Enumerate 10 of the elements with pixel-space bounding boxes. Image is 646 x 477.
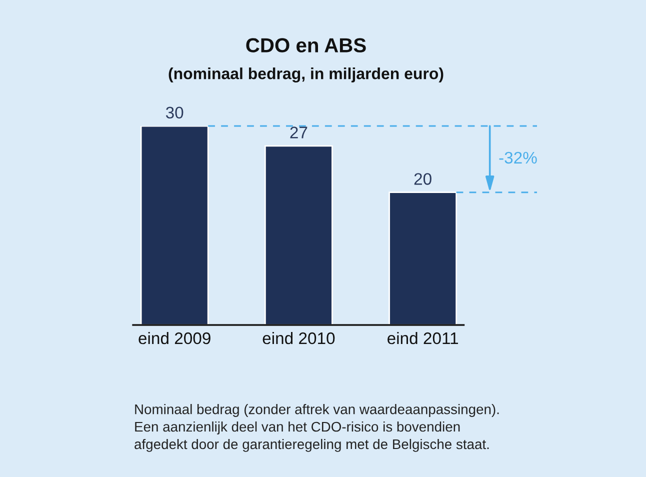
annotation: -32% <box>499 152 537 164</box>
x-tick-label: eind 2009 <box>138 332 210 344</box>
x-tick-label: eind 2011 <box>388 332 458 344</box>
chart-subtitle: (nominaal bedrag, in miljarden euro) <box>168 68 444 82</box>
x-tick-label: eind 2010 <box>262 332 335 344</box>
data-label: 30 <box>166 106 184 119</box>
text: Nominaal bedrag (zonder aftrek van waardeaanpassingen). Een aanzienlijk deel van het CDO-risico is bovendien afgedekt door de garantieregeling met de Belgische staat. <box>134 404 499 452</box>
chart-title: CDO en ABS <box>246 38 366 52</box>
data-label: 20 <box>414 173 432 185</box>
data-label: 27 <box>290 126 308 138</box>
